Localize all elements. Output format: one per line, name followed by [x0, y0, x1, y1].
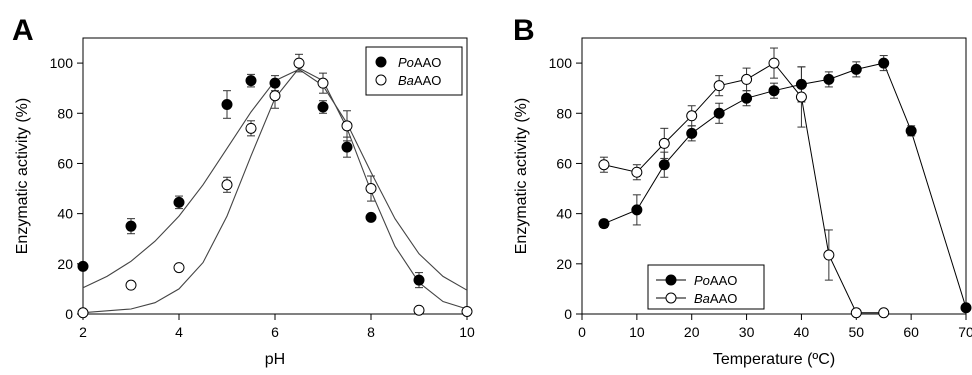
data-point-series-2 — [768, 57, 780, 69]
y-tick-label: 80 — [556, 105, 572, 121]
data-point-series-1 — [795, 78, 807, 90]
data-point-series-2 — [293, 57, 305, 69]
legend-label-plain: AAO — [414, 55, 441, 70]
legend-label-italic: Po — [398, 55, 414, 70]
data-point-series-2 — [631, 166, 643, 178]
data-point-series-1 — [850, 63, 862, 75]
fit-curve-2 — [82, 67, 468, 314]
legend-marker-2 — [375, 74, 387, 86]
legend-marker-1 — [375, 56, 387, 68]
data-point-series-2 — [713, 80, 725, 92]
data-point-series-2 — [823, 249, 835, 261]
data-point-series-1 — [905, 125, 917, 137]
x-tick-label: 60 — [903, 324, 919, 340]
x-axis-label: Temperature (ºC) — [713, 351, 835, 368]
y-tick-label: 60 — [556, 155, 572, 171]
data-point-series-1 — [598, 218, 610, 230]
data-point-series-1 — [686, 127, 698, 139]
legend-label-plain: AAO — [710, 273, 737, 288]
y-tick-label: 40 — [556, 206, 572, 222]
x-tick-label: 6 — [271, 324, 279, 340]
data-point-series-1 — [823, 73, 835, 85]
y-axis-label: Enzymatic activity (%) — [513, 98, 530, 254]
data-point-series-1 — [960, 302, 972, 314]
data-point-series-2 — [686, 110, 698, 122]
y-tick-label: 60 — [57, 155, 73, 171]
data-point-series-2 — [850, 307, 862, 319]
x-tick-label: 4 — [175, 324, 183, 340]
data-point-series-2 — [221, 179, 233, 191]
data-point-series-2 — [878, 307, 890, 319]
y-axis-label: Enzymatic activity (%) — [14, 98, 31, 254]
data-point-series-1 — [365, 211, 377, 223]
data-point-series-2 — [598, 159, 610, 171]
panel-letter: B — [513, 14, 535, 47]
legend-label-italic: Ba — [398, 73, 414, 88]
panel-b: B 0 10 20 30 40 50 60 70 0 20 40 60 80 100 Temperature … — [513, 14, 972, 368]
data-point-series-2 — [658, 137, 670, 149]
data-point-series-1 — [221, 98, 233, 110]
data-point-series-1 — [631, 204, 643, 216]
data-point-series-1 — [317, 101, 329, 113]
plot-frame — [581, 37, 967, 315]
x-tick-label: 30 — [739, 324, 755, 340]
x-tick-label: 0 — [578, 324, 586, 340]
legend-marker-2 — [665, 292, 677, 304]
legend-marker-1 — [665, 274, 677, 286]
y-tick-label: 100 — [549, 55, 573, 71]
data-point-series-2 — [795, 91, 807, 103]
data-point-series-2 — [461, 305, 473, 317]
x-tick-label: 8 — [367, 324, 375, 340]
data-point-series-1 — [245, 75, 257, 87]
data-point-series-1 — [125, 220, 137, 232]
x-tick-label: 40 — [794, 324, 810, 340]
data-point-series-2 — [413, 304, 425, 316]
legend-label-italic: Po — [694, 273, 710, 288]
y-tick-label: 100 — [50, 55, 74, 71]
x-tick-label: 10 — [629, 324, 645, 340]
data-point-series-2 — [125, 279, 137, 291]
data-point-series-1 — [77, 260, 89, 272]
data-point-series-1 — [768, 85, 780, 97]
x-tick-label: 70 — [958, 324, 972, 340]
y-tick-label: 80 — [57, 105, 73, 121]
data-point-series-2 — [245, 122, 257, 134]
data-point-series-1 — [269, 77, 281, 89]
data-point-series-1 — [713, 107, 725, 119]
data-point-series-2 — [741, 73, 753, 85]
legend-label-1: PoAAO — [398, 55, 441, 70]
x-tick-label: 20 — [684, 324, 700, 340]
data-point-series-2 — [317, 77, 329, 89]
data-point-series-1 — [658, 159, 670, 171]
data-point-series-1 — [741, 92, 753, 104]
data-point-series-2 — [341, 120, 353, 132]
legend-label-plain: AAO — [710, 291, 737, 306]
y-tick-label: 40 — [57, 206, 73, 222]
data-point-series-2 — [269, 90, 281, 102]
legend-label-italic: Ba — [694, 291, 710, 306]
y-tick-label: 0 — [65, 306, 73, 322]
data-point-series-1 — [173, 196, 185, 208]
legend-label-plain: AAO — [414, 73, 441, 88]
data-point-series-2 — [77, 307, 89, 319]
legend-label-2: BaAAO — [398, 73, 441, 88]
data-point-series-1 — [878, 57, 890, 69]
data-point-series-1 — [413, 274, 425, 286]
x-tick-label: 10 — [459, 324, 475, 340]
legend-box — [365, 46, 463, 96]
legend-label-1: PoAAO — [694, 273, 737, 288]
x-axis-label: pH — [265, 351, 285, 368]
y-tick-label: 0 — [564, 306, 572, 322]
x-tick-label: 50 — [848, 324, 864, 340]
y-tick-label: 20 — [556, 256, 572, 272]
y-tick-label: 20 — [57, 256, 73, 272]
data-point-series-2 — [365, 183, 377, 195]
data-point-series-2 — [173, 262, 185, 274]
data-point-series-1 — [341, 141, 353, 153]
x-tick-label: 2 — [79, 324, 87, 340]
panel-letter: A — [12, 14, 34, 47]
legend-label-2: BaAAO — [694, 291, 737, 306]
